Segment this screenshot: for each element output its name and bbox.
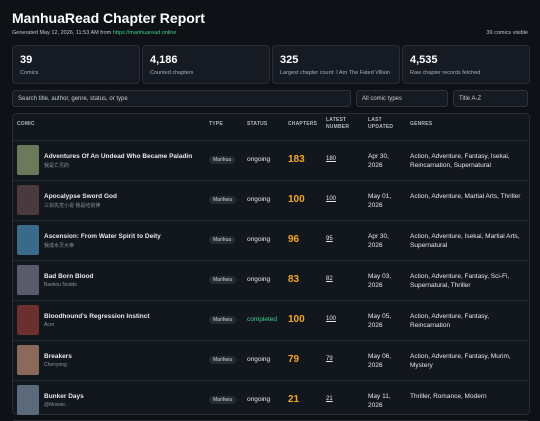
type-badge: Manhwa xyxy=(209,356,236,364)
last-updated: May 11, 2026 xyxy=(368,393,391,409)
comic-subtitle: 三剑先觉小说 我是屹剑神 xyxy=(44,203,101,209)
latest-number[interactable]: 95 xyxy=(326,236,333,242)
title: ManhuaRead Chapter Report xyxy=(12,10,205,26)
column-header: STATUS xyxy=(247,121,268,127)
stat-card: 4,186 Counted chapters xyxy=(142,45,270,84)
comic-subtitle: Baekou Nodde xyxy=(44,282,78,288)
cover-thumbnail xyxy=(17,385,39,415)
latest-number[interactable]: 100 xyxy=(326,196,337,202)
type-badge: Manhwa xyxy=(209,196,236,204)
visible-count: 39 comics visible xyxy=(486,30,528,36)
stat-card: 4,535 Raw chapter records fetched xyxy=(402,45,530,84)
cover-thumbnail xyxy=(17,185,39,215)
genres: Action, Adventure, Isekai, Martial Arts,… xyxy=(410,233,520,249)
latest-number[interactable]: 79 xyxy=(326,356,333,362)
sort-select[interactable]: Title A-Z xyxy=(453,90,528,107)
row-divider xyxy=(13,220,528,221)
cover-thumbnail xyxy=(17,265,39,295)
chapters: 96 xyxy=(288,234,300,245)
status: ongoing xyxy=(247,196,271,203)
comic-title: Ascension: From Water Spirit to Deity xyxy=(44,233,161,240)
comic-subtitle: Acro xyxy=(44,322,55,328)
column-header: LAST UPDATED xyxy=(368,117,394,130)
row-divider xyxy=(13,180,528,181)
column-header: TYPE xyxy=(209,121,223,127)
chapters: 79 xyxy=(288,354,300,365)
last-updated: May 06, 2026 xyxy=(368,353,392,369)
subtitle: Generated May 12, 2026, 11:53 AM from ht… xyxy=(12,30,176,36)
stat-value: 325 xyxy=(280,54,299,66)
column-header: GENRES xyxy=(410,121,433,127)
chapters: 21 xyxy=(288,394,300,405)
row-divider xyxy=(13,380,528,381)
row-divider xyxy=(13,260,528,261)
type-badge: Manhua xyxy=(209,236,236,244)
header-divider xyxy=(13,140,528,141)
comic-title: Bad Born Blood xyxy=(44,273,94,280)
row-divider xyxy=(13,300,528,301)
cover-thumbnail xyxy=(17,225,39,255)
link[interactable]: https://manhuaread.online xyxy=(112,30,177,36)
column-header: COMIC xyxy=(17,121,35,127)
chapters: 183 xyxy=(288,154,305,165)
chapters: 100 xyxy=(288,314,305,325)
table xyxy=(12,113,530,415)
status: ongoing xyxy=(247,276,271,283)
comic-subtitle: @Mowsic xyxy=(44,402,66,408)
column-header: LATEST NUMBER xyxy=(326,117,350,130)
stat-value: 39 xyxy=(20,54,33,66)
stat-card: 325 Largest chapter count: I Am The Fated… xyxy=(272,45,400,84)
search-input[interactable]: Search title, author, genre, status, or … xyxy=(12,90,351,107)
comic-title: Adventures Of An Undead Who Became Palad… xyxy=(44,153,193,160)
type-select[interactable]: All comic types xyxy=(356,90,448,107)
status: ongoing xyxy=(247,396,271,403)
type-badge: Manhwa xyxy=(209,276,236,284)
stat-label: Raw chapter records fetched xyxy=(410,70,481,76)
comic-subtitle: Chenyong xyxy=(44,362,67,368)
genres: Action, Adventure, Fantasy, Reincarnatio… xyxy=(410,313,490,329)
comic-subtitle: 我是亡灵的 xyxy=(44,163,70,169)
chapters: 100 xyxy=(288,194,305,205)
last-updated: May 05, 2026 xyxy=(368,313,392,329)
genres: Action, Adventure, Fantasy, Sci-Fi, Supe… xyxy=(410,273,510,289)
cover-thumbnail xyxy=(17,145,39,175)
chapters: 83 xyxy=(288,274,300,285)
comic-title: Bloodhound's Regression Instinct xyxy=(44,313,150,320)
generated: Generated May 12, 2026, 11:53 AM from xyxy=(12,30,112,36)
cover-thumbnail xyxy=(17,305,39,335)
last-updated: May 01, 2026 xyxy=(368,193,392,209)
stat-label: Counted chapters xyxy=(150,70,194,76)
last-updated: May 03, 2026 xyxy=(368,273,392,289)
status: ongoing xyxy=(247,236,271,243)
status: completed xyxy=(247,316,277,323)
status: ongoing xyxy=(247,356,271,363)
comic-title: Apocalypse Sword God xyxy=(44,193,117,200)
last-updated: Apr 30, 2026 xyxy=(368,233,389,249)
genres: Action, Adventure, Fantasy, Isekai, Rein… xyxy=(410,153,510,169)
genres: Thriller, Romance, Modern xyxy=(410,393,487,400)
type-badge: Manhwa xyxy=(209,396,236,404)
status: ongoing xyxy=(247,156,271,163)
type-badge: Manhua xyxy=(209,156,236,164)
genres: Action, Adventure, Martial Arts, Thrille… xyxy=(410,193,521,200)
comic-subtitle: 我成水灵大帝 xyxy=(44,243,75,249)
type-badge: Manhwa xyxy=(209,316,236,324)
cover-thumbnail xyxy=(17,345,39,375)
row-divider xyxy=(13,340,528,341)
comic-title: Breakers xyxy=(44,353,72,360)
page: ManhuaRead Chapter Report Generated May … xyxy=(12,10,530,421)
column-header: CHAPTERS xyxy=(288,121,318,127)
latest-number[interactable]: 180 xyxy=(326,156,337,162)
latest-number[interactable]: 100 xyxy=(326,316,337,322)
stat-label: Comics xyxy=(20,70,39,76)
comic-title: Bunker Days xyxy=(44,393,84,400)
stat-card: 39 Comics xyxy=(12,45,140,84)
last-updated: Apr 30, 2026 xyxy=(368,153,389,169)
stat-value: 4,186 xyxy=(150,54,178,66)
stat-label: Largest chapter count: I Am The Fated Vi… xyxy=(280,70,390,76)
genres: Action, Adventure, Fantasy, Murim, Myste… xyxy=(410,353,511,369)
latest-number[interactable]: 82 xyxy=(326,276,333,282)
stat-value: 4,535 xyxy=(410,54,438,66)
latest-number[interactable]: 21 xyxy=(326,396,333,402)
